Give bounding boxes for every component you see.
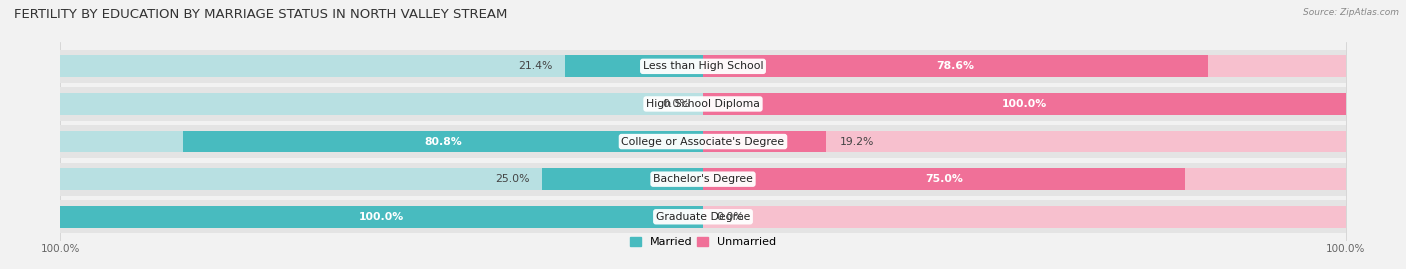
- Legend: Married, Unmarried: Married, Unmarried: [626, 232, 780, 252]
- Bar: [60, 55, 565, 77]
- Bar: [703, 93, 1346, 115]
- Bar: [703, 200, 1346, 233]
- Text: 0.0%: 0.0%: [716, 212, 744, 222]
- Text: 19.2%: 19.2%: [839, 137, 873, 147]
- Bar: [60, 168, 543, 190]
- Bar: [543, 168, 703, 190]
- Bar: [703, 163, 1346, 196]
- Bar: [703, 87, 1346, 121]
- Text: 100.0%: 100.0%: [1002, 99, 1047, 109]
- Bar: [1208, 55, 1346, 77]
- Text: 78.6%: 78.6%: [936, 61, 974, 71]
- Bar: [60, 131, 183, 153]
- Bar: [703, 55, 1208, 77]
- Bar: [60, 93, 703, 115]
- Bar: [703, 206, 1346, 228]
- Text: 80.8%: 80.8%: [425, 137, 463, 147]
- Bar: [60, 50, 703, 83]
- Bar: [60, 87, 703, 121]
- Bar: [60, 200, 703, 233]
- Text: Source: ZipAtlas.com: Source: ZipAtlas.com: [1303, 8, 1399, 17]
- Bar: [703, 125, 1346, 158]
- Bar: [703, 50, 1346, 83]
- Text: Bachelor's Degree: Bachelor's Degree: [652, 174, 754, 184]
- Bar: [703, 168, 1185, 190]
- Text: 21.4%: 21.4%: [519, 61, 553, 71]
- Bar: [703, 131, 827, 153]
- Text: College or Associate's Degree: College or Associate's Degree: [621, 137, 785, 147]
- Text: Graduate Degree: Graduate Degree: [655, 212, 751, 222]
- Bar: [1185, 168, 1346, 190]
- Text: 100.0%: 100.0%: [359, 212, 404, 222]
- Text: FERTILITY BY EDUCATION BY MARRIAGE STATUS IN NORTH VALLEY STREAM: FERTILITY BY EDUCATION BY MARRIAGE STATU…: [14, 8, 508, 21]
- Text: High School Diploma: High School Diploma: [647, 99, 759, 109]
- Text: 0.0%: 0.0%: [662, 99, 690, 109]
- Bar: [827, 131, 1346, 153]
- Text: 75.0%: 75.0%: [925, 174, 963, 184]
- Bar: [60, 125, 703, 158]
- Text: 25.0%: 25.0%: [495, 174, 530, 184]
- Bar: [183, 131, 703, 153]
- Bar: [60, 163, 703, 196]
- Bar: [565, 55, 703, 77]
- Bar: [60, 206, 703, 228]
- Text: Less than High School: Less than High School: [643, 61, 763, 71]
